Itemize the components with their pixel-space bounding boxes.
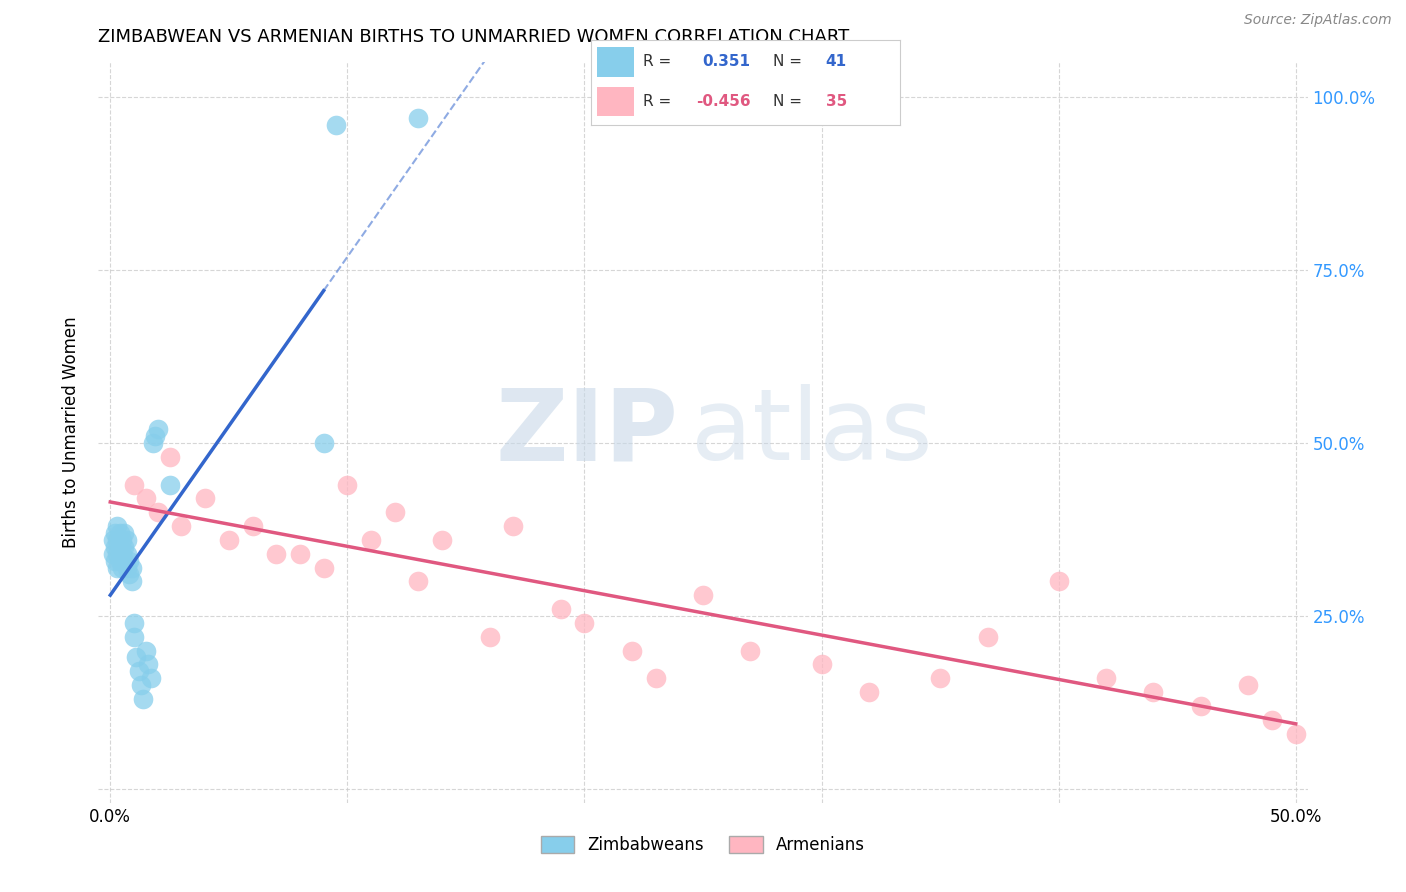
Point bbox=[1237, 678, 1260, 692]
Point bbox=[432, 533, 454, 547]
Text: N =: N = bbox=[773, 94, 801, 109]
Point bbox=[115, 533, 138, 547]
Point bbox=[122, 615, 145, 630]
Y-axis label: Births to Unmarried Women: Births to Unmarried Women bbox=[62, 317, 80, 549]
Point bbox=[105, 560, 128, 574]
Text: 35: 35 bbox=[825, 94, 846, 109]
Point bbox=[115, 547, 138, 561]
Point bbox=[122, 477, 145, 491]
Text: ZIP: ZIP bbox=[496, 384, 679, 481]
Point bbox=[104, 525, 127, 540]
Bar bbox=[596, 87, 634, 116]
Legend: Zimbabweans, Armenians: Zimbabweans, Armenians bbox=[534, 830, 872, 861]
Point bbox=[114, 540, 136, 554]
Point bbox=[408, 574, 430, 589]
Point bbox=[384, 505, 406, 519]
Point bbox=[114, 525, 136, 540]
Point bbox=[118, 567, 141, 582]
Point bbox=[312, 436, 335, 450]
Point bbox=[122, 630, 145, 644]
Point bbox=[135, 643, 157, 657]
Text: R =: R = bbox=[643, 94, 671, 109]
Point bbox=[105, 533, 128, 547]
Point bbox=[111, 547, 134, 561]
Point bbox=[242, 519, 264, 533]
Point bbox=[1189, 698, 1212, 713]
Text: N =: N = bbox=[773, 54, 801, 69]
Point bbox=[312, 560, 335, 574]
Point bbox=[125, 650, 148, 665]
Point bbox=[644, 671, 666, 685]
Text: ZIMBABWEAN VS ARMENIAN BIRTHS TO UNMARRIED WOMEN CORRELATION CHART: ZIMBABWEAN VS ARMENIAN BIRTHS TO UNMARRI… bbox=[98, 28, 849, 45]
Point bbox=[129, 678, 152, 692]
Text: Source: ZipAtlas.com: Source: ZipAtlas.com bbox=[1244, 13, 1392, 28]
Text: R =: R = bbox=[643, 54, 671, 69]
Point bbox=[550, 602, 572, 616]
Point bbox=[115, 560, 138, 574]
Point bbox=[502, 519, 524, 533]
Text: 0.351: 0.351 bbox=[702, 54, 749, 69]
Point bbox=[194, 491, 217, 506]
Point bbox=[858, 685, 880, 699]
Point bbox=[108, 540, 131, 554]
Point bbox=[408, 111, 430, 125]
Point bbox=[1261, 713, 1284, 727]
Point bbox=[692, 588, 714, 602]
Point bbox=[111, 533, 134, 547]
Text: -0.456: -0.456 bbox=[696, 94, 751, 109]
Point bbox=[574, 615, 596, 630]
Point bbox=[105, 519, 128, 533]
Point bbox=[121, 574, 143, 589]
Point bbox=[1142, 685, 1164, 699]
Point bbox=[118, 554, 141, 568]
Point bbox=[121, 560, 143, 574]
Point bbox=[111, 560, 134, 574]
Point bbox=[325, 118, 347, 132]
Point bbox=[1095, 671, 1118, 685]
Point bbox=[620, 643, 643, 657]
Point bbox=[218, 533, 240, 547]
Point bbox=[104, 554, 127, 568]
Point bbox=[108, 525, 131, 540]
Point bbox=[101, 547, 124, 561]
Text: atlas: atlas bbox=[690, 384, 932, 481]
Point bbox=[159, 477, 181, 491]
Point bbox=[336, 477, 359, 491]
Point bbox=[740, 643, 762, 657]
Point bbox=[146, 505, 169, 519]
Point bbox=[135, 491, 157, 506]
Point bbox=[288, 547, 311, 561]
Point bbox=[139, 671, 162, 685]
Point bbox=[108, 554, 131, 568]
Point bbox=[976, 630, 998, 644]
Point bbox=[142, 436, 165, 450]
Point bbox=[264, 547, 287, 561]
Point bbox=[810, 657, 832, 672]
Point bbox=[114, 554, 136, 568]
Point bbox=[159, 450, 181, 464]
Point bbox=[105, 547, 128, 561]
Point bbox=[929, 671, 952, 685]
Point bbox=[146, 422, 169, 436]
Point bbox=[101, 533, 124, 547]
Point bbox=[1285, 726, 1308, 740]
Point bbox=[136, 657, 159, 672]
Point bbox=[1047, 574, 1070, 589]
Point bbox=[478, 630, 501, 644]
Point bbox=[128, 665, 150, 679]
Point bbox=[143, 429, 166, 443]
Point bbox=[132, 692, 155, 706]
Text: 41: 41 bbox=[825, 54, 846, 69]
Bar bbox=[596, 47, 634, 77]
Point bbox=[104, 540, 127, 554]
Point bbox=[170, 519, 193, 533]
Point bbox=[360, 533, 382, 547]
